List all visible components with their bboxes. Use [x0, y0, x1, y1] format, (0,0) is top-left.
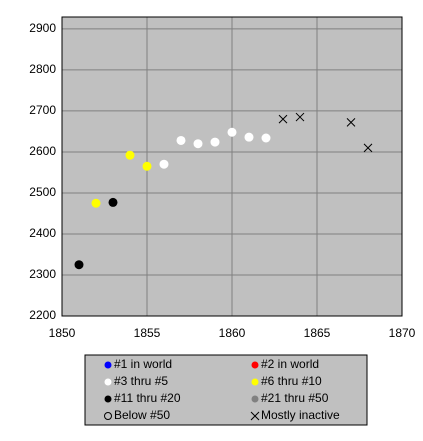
x-tick-label: 1855 — [134, 326, 161, 340]
marker — [108, 197, 118, 207]
marker — [261, 133, 271, 143]
marker — [142, 161, 152, 171]
marker — [91, 198, 101, 208]
marker-x — [250, 411, 260, 421]
y-tick-label: 2500 — [29, 185, 56, 199]
marker — [104, 412, 112, 420]
y-tick-label: 2400 — [29, 226, 56, 240]
marker — [74, 260, 84, 270]
legend-label: #1 in world — [114, 357, 172, 371]
marker — [244, 132, 254, 142]
marker — [193, 139, 203, 149]
legend-label: #11 thru #20 — [114, 391, 181, 405]
legend-label: #3 thru #5 — [114, 374, 168, 388]
marker — [104, 361, 112, 369]
y-tick-label: 2200 — [29, 308, 56, 322]
x-tick-label: 1860 — [219, 326, 246, 340]
legend-label: Mostly inactive — [261, 408, 340, 422]
marks — [74, 112, 373, 270]
legend-label: #2 in world — [261, 357, 319, 371]
marker-x — [363, 143, 373, 153]
marker — [227, 127, 237, 137]
marker — [104, 378, 112, 386]
y-tick-label: 2300 — [29, 267, 56, 281]
legend-label: #6 thru #10 — [261, 374, 322, 388]
marker — [251, 395, 259, 403]
marker — [251, 361, 259, 369]
y-tick-label: 2600 — [29, 144, 56, 158]
legend — [84, 354, 368, 426]
marker-x — [346, 118, 356, 127]
marker — [159, 159, 169, 169]
y-tick-label: 2700 — [29, 103, 56, 117]
marker — [104, 395, 112, 403]
marker — [251, 378, 259, 386]
plot-border — [61, 16, 403, 317]
legend-label: Below #50 — [114, 408, 170, 422]
marker-x — [278, 114, 288, 124]
legend-label: #21 thru #50 — [261, 391, 329, 405]
marker-x — [295, 112, 305, 122]
x-tick-label: 1850 — [49, 326, 76, 340]
x-tick-label: 1865 — [304, 326, 331, 340]
legend-items: #1 in world #2 in world #3 thru #5 #6 thru … — [104, 357, 340, 422]
marker — [210, 137, 220, 147]
marker — [125, 150, 135, 160]
marker — [176, 135, 186, 145]
y-tick-label: 2800 — [29, 62, 56, 76]
x-tick-label: 1870 — [389, 326, 416, 340]
y-tick-label: 2900 — [29, 21, 56, 35]
